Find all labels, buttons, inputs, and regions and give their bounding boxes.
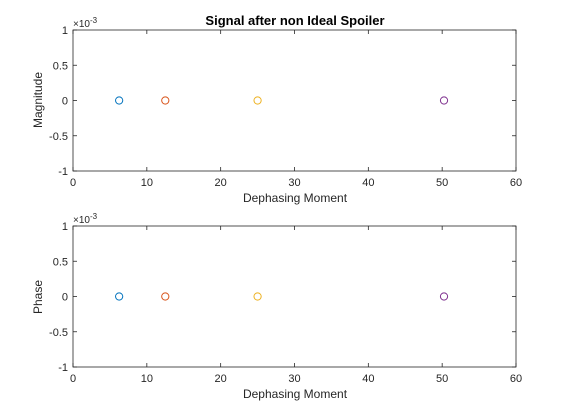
magnitude-y-axis-label: Magnitude	[31, 72, 45, 128]
phase-y-tick-label: 1	[62, 221, 68, 233]
magnitude-panel: Signal after non Ideal Spoiler 0 10 20 30 40…	[31, 13, 522, 205]
phase-data-point-1	[115, 292, 124, 301]
magnitude-x-tick-label: 50	[436, 177, 448, 189]
phase-x-tick-label: 40	[362, 373, 374, 385]
magnitude-y-tick-label: 0	[62, 96, 68, 108]
magnitude-data-point-3	[253, 96, 262, 105]
magnitude-x-tick-label: 20	[215, 177, 227, 189]
magnitude-x-tick-label: 40	[362, 177, 374, 189]
magnitude-y-multiplier-exponent: -3	[90, 16, 98, 25]
phase-y-tick-label: 0.5	[53, 256, 68, 268]
phase-panel: 0 10 20 30 40 50 60 -1 -0.5 0 0.5 1 Dephasing Momen…	[31, 212, 522, 401]
phase-y-tick-label: -1	[58, 362, 68, 374]
magnitude-y-tick-label: 0.5	[53, 60, 68, 72]
magnitude-x-tick-label: 30	[288, 177, 300, 189]
magnitude-x-tick-label: 0	[70, 177, 76, 189]
magnitude-y-tick-label: -0.5	[49, 131, 68, 143]
phase-y-multiplier-base: ×10	[73, 215, 90, 226]
phase-data-point-4	[439, 292, 449, 301]
magnitude-x-tick-label: 60	[510, 177, 522, 189]
magnitude-data-point-1	[115, 96, 124, 105]
phase-x-tick-label: 50	[436, 373, 448, 385]
magnitude-axes-box	[72, 29, 517, 172]
phase-data-point-2	[161, 292, 170, 301]
phase-x-tick-label: 20	[215, 373, 227, 385]
phase-y-tick-label: -0.5	[49, 327, 68, 339]
magnitude-y-tick-label: -1	[58, 166, 68, 178]
magnitude-plot-area: 0 10 20 30 40 50 60 -1 -0.5 0 0.5 1	[49, 25, 522, 189]
phase-x-tick-label: 60	[510, 373, 522, 385]
magnitude-y-tick-label: 1	[62, 25, 68, 37]
phase-axes-box	[72, 225, 517, 368]
magnitude-x-tick-label: 10	[141, 177, 153, 189]
phase-x-tick-label: 30	[288, 373, 300, 385]
chart-title: Signal after non Ideal Spoiler	[205, 13, 384, 28]
phase-plot-area: 0 10 20 30 40 50 60 -1 -0.5 0 0.5 1	[49, 221, 522, 385]
magnitude-y-multiplier-base: ×10	[73, 19, 90, 30]
magnitude-x-axis-label: Dephasing Moment	[243, 191, 348, 205]
phase-y-tick-label: 0	[62, 292, 68, 304]
phase-x-axis-label: Dephasing Moment	[243, 387, 348, 401]
magnitude-y-multiplier: ×10-3	[73, 16, 98, 30]
phase-x-tick-label: 0	[70, 373, 76, 385]
phase-y-axis-label: Phase	[31, 280, 45, 314]
phase-y-multiplier-exponent: -3	[90, 212, 98, 221]
phase-x-tick-label: 10	[141, 373, 153, 385]
magnitude-data-point-4	[439, 96, 449, 105]
phase-data-point-3	[253, 292, 262, 301]
phase-y-multiplier: ×10-3	[73, 212, 98, 226]
magnitude-data-point-2	[161, 96, 170, 105]
